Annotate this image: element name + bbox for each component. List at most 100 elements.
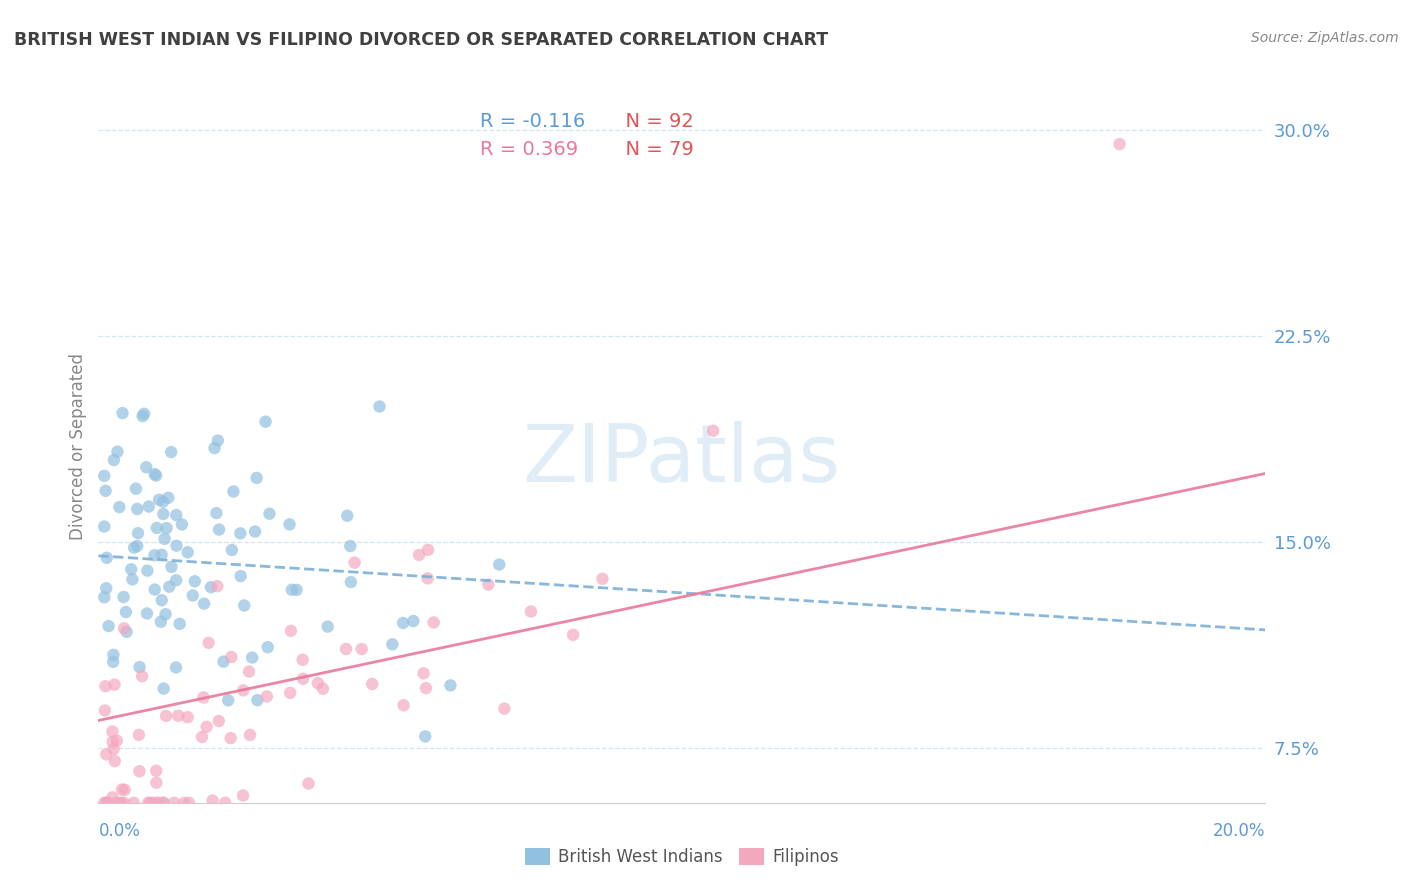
Point <box>169 616 191 631</box>
Point <box>128 728 150 742</box>
Point <box>153 532 176 546</box>
Point <box>93 519 115 533</box>
Point <box>205 506 228 520</box>
Point <box>110 796 132 810</box>
Point <box>562 628 585 642</box>
Point <box>488 558 510 572</box>
Point <box>415 681 437 695</box>
Point <box>259 507 281 521</box>
Point <box>1108 137 1130 152</box>
Point <box>143 549 166 563</box>
Point <box>222 484 245 499</box>
Point <box>122 541 145 555</box>
Point <box>219 731 242 745</box>
Point <box>439 678 461 692</box>
Point <box>246 693 269 707</box>
Text: ZIPatlas: ZIPatlas <box>523 421 841 500</box>
Point <box>217 693 239 707</box>
Point <box>103 678 125 692</box>
Point <box>114 782 136 797</box>
Point <box>108 796 131 810</box>
Point <box>208 523 231 537</box>
Point <box>350 642 373 657</box>
Point <box>477 577 499 591</box>
Point <box>229 526 252 541</box>
Point <box>107 444 129 458</box>
Point <box>128 764 150 779</box>
Point <box>392 615 415 630</box>
Point <box>195 720 218 734</box>
Point <box>165 508 187 522</box>
Point <box>115 605 138 619</box>
Point <box>148 796 170 810</box>
Point <box>412 666 434 681</box>
Point <box>166 539 188 553</box>
Point <box>103 742 125 756</box>
Point <box>136 564 159 578</box>
Point <box>208 714 231 728</box>
Point <box>343 556 366 570</box>
Point <box>155 521 177 535</box>
Point <box>297 776 319 790</box>
Point <box>176 710 198 724</box>
Point <box>307 676 329 690</box>
Point <box>122 796 145 810</box>
Text: R = 0.369: R = 0.369 <box>479 140 578 159</box>
Point <box>96 550 118 565</box>
Point <box>291 653 314 667</box>
Point <box>101 655 124 669</box>
Point <box>200 580 222 594</box>
Point <box>246 471 269 485</box>
Point <box>145 764 167 778</box>
Point <box>160 445 183 459</box>
Point <box>105 796 128 810</box>
Point <box>149 615 172 629</box>
Text: N = 79: N = 79 <box>613 140 695 159</box>
Point <box>340 575 363 590</box>
Point <box>125 482 148 496</box>
Point <box>145 796 167 810</box>
Point <box>193 597 215 611</box>
Point <box>94 703 117 717</box>
Point <box>127 502 149 516</box>
Point <box>232 789 254 803</box>
Point <box>157 491 180 505</box>
Point <box>402 614 425 628</box>
Point <box>494 701 516 715</box>
Point <box>155 709 177 723</box>
Point <box>233 599 256 613</box>
Point <box>292 672 315 686</box>
Point <box>96 796 118 810</box>
Point <box>177 545 200 559</box>
Point <box>139 796 162 810</box>
Point <box>101 790 124 805</box>
Point <box>408 548 430 562</box>
Point <box>221 543 243 558</box>
Point <box>142 796 165 810</box>
Point <box>591 572 613 586</box>
Point <box>101 735 124 749</box>
Point <box>165 660 187 674</box>
Point <box>105 733 128 747</box>
Point <box>181 589 204 603</box>
Point <box>336 508 359 523</box>
Point <box>93 796 115 810</box>
Point <box>104 754 127 768</box>
Point <box>111 406 134 420</box>
Point <box>339 539 361 553</box>
Point <box>152 681 174 696</box>
Point <box>163 796 186 810</box>
Point <box>93 468 115 483</box>
Point <box>157 580 180 594</box>
Point <box>413 730 436 744</box>
Point <box>335 642 357 657</box>
Point <box>280 624 302 638</box>
Point <box>422 615 444 630</box>
Point <box>150 593 173 607</box>
Point <box>381 637 404 651</box>
Point <box>316 619 339 633</box>
Text: 20.0%: 20.0% <box>1213 822 1265 840</box>
Point <box>207 434 229 448</box>
Text: 0.0%: 0.0% <box>98 822 141 840</box>
Point <box>136 796 159 810</box>
